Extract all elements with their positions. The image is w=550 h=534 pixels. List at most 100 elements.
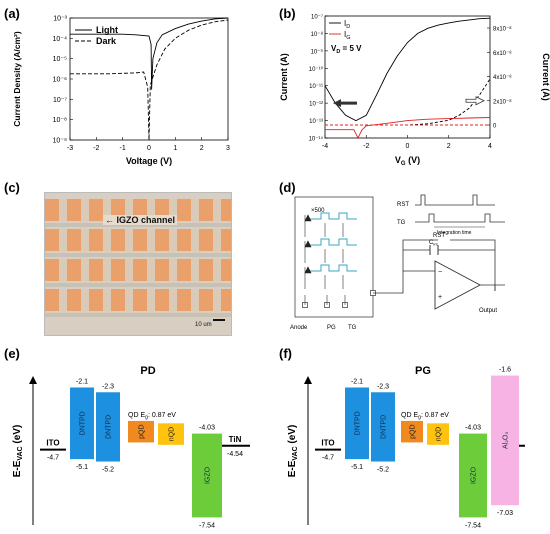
layer-label: pQD: [139, 424, 146, 438]
y-tick-label: 10⁻¹¹: [309, 84, 323, 90]
electrode-label: ITO: [46, 439, 59, 448]
panel-d-circuit: (d) ×500 RST TG Integration time RST Cin…: [279, 180, 505, 331]
layer-nqd: [427, 423, 449, 445]
series-line-1: [325, 117, 491, 140]
pg-label: PG: [327, 325, 336, 331]
scale-bar: [213, 319, 225, 321]
panel-b-chart: (b) -4 -2 0 2 4 10⁻¹⁴ 10⁻¹³ 10⁻¹² 10⁻¹¹ 10⁻¹⁰ 10⁻⁹…: [279, 6, 550, 167]
y-tick-label: 10⁻¹⁴: [309, 136, 324, 143]
photodiode-icon: [304, 266, 312, 274]
layer-pqd: [128, 420, 154, 443]
y-tick-label: 10⁻⁷: [311, 14, 323, 21]
panel-e-chart: (e) PD E-EVAC (eV) ITO -4.7 TiN -4.54 DNTPD -2.…: [4, 346, 250, 529]
opamp: [434, 260, 481, 310]
pixel-array-box: [294, 196, 374, 318]
panel-label-d: (d): [279, 180, 296, 195]
legend-label: Dark: [96, 36, 117, 46]
y-tick-label: 10⁻¹⁰: [309, 66, 324, 73]
legend-label: Light: [96, 25, 118, 35]
panel-c-label: (c): [4, 180, 20, 195]
y-axis-label: E-EVAC (eV): [287, 425, 299, 478]
energy-axis-arrowhead: [29, 376, 37, 384]
y-tick-label: 10⁻⁹: [53, 138, 67, 145]
y-tick-label: 10⁻³: [53, 16, 67, 23]
layer-bottom-value: -7.54: [465, 522, 481, 529]
micrograph-image: ← IGZO channel 10 um: [44, 192, 232, 336]
layer-pqd: [401, 420, 423, 443]
x-tick-label: 1: [173, 145, 177, 152]
layer-bottom-value: -7.03: [497, 510, 513, 517]
layer-label: Al₂O₃: [503, 432, 510, 449]
y-axis-label: E-EVAC (eV): [12, 425, 24, 478]
x-tick-label: -2: [93, 145, 99, 152]
y2-tick-label: 4x10⁻⁸: [493, 74, 512, 81]
y2-tick-label: 2x10⁻⁸: [493, 98, 512, 105]
layer-top-value: -4.03: [465, 425, 481, 432]
rst-switch-label: RST: [433, 233, 445, 239]
pixel-cell: [304, 212, 357, 237]
layer-label: DNTPD: [381, 415, 388, 439]
layer-top-value: -2.3: [102, 383, 114, 390]
x-axis-label: VG (V): [395, 155, 420, 167]
layer-igzo: [192, 433, 222, 518]
y-tick-label: 10⁻⁴: [53, 36, 68, 43]
x-tick-label: -4: [322, 143, 328, 150]
layer-alo: [491, 375, 519, 506]
y2-tick-label: 8x10⁻⁸: [493, 26, 512, 33]
pixel-cell: [304, 238, 357, 263]
layer-label: DNTPD: [106, 415, 113, 439]
layer-label: IGZO: [205, 466, 212, 484]
transistor-trace: [311, 212, 357, 220]
y-axis-label-right: Current (A): [541, 53, 550, 101]
photodiode-icon: [304, 214, 312, 222]
bus-trace: [304, 241, 344, 263]
opamp-plus: +: [438, 294, 442, 301]
integration-time-label: Integration time: [437, 230, 472, 236]
terminal-lines: [304, 295, 346, 305]
layer-label: nQD: [169, 427, 176, 441]
left-axis-arrow: [333, 99, 357, 108]
layer-bottom-value: -5.2: [102, 467, 114, 474]
x-tick-label: -1: [120, 145, 126, 152]
scale-bar-label: 10 um: [195, 322, 212, 328]
series-line-dark: [70, 19, 229, 141]
pixel-cell: [304, 264, 357, 289]
x-tick-label: 3: [226, 145, 230, 152]
layer-bottom-value: -5.2: [377, 467, 389, 474]
panel-label-a: (a): [4, 6, 20, 21]
anode-label: Anode: [290, 325, 308, 331]
series-line-0: [324, 17, 491, 122]
panel-label-b: (b): [279, 6, 296, 21]
y-tick-label: 10⁻⁹: [311, 48, 324, 55]
x-tick-label: 2: [447, 143, 451, 150]
bus-line: [373, 270, 435, 294]
panel-label-e: (e): [4, 346, 20, 361]
panel-label-c: (c): [4, 180, 20, 195]
transistor-trace: [311, 264, 357, 272]
qd-bandgap-annotation: QD Eg: 0.87 eV: [128, 412, 176, 421]
x-tick-label: -2: [363, 143, 369, 150]
output-label: Output: [479, 308, 497, 314]
y-axis-label-left: Current (A): [279, 53, 289, 101]
right-axis-arrow: [465, 96, 485, 106]
tg-timing-label: TG: [397, 220, 406, 226]
layer-label: DNTPD: [355, 411, 362, 435]
x-axis-label: Voltage (V): [126, 156, 172, 166]
vd-annotation: VD = 5 V: [331, 44, 362, 55]
capacitor: [429, 245, 439, 255]
layer-label: nQD: [436, 427, 443, 441]
y-tick-label: 10⁻⁵: [53, 56, 67, 63]
layer-bottom-value: -7.54: [199, 522, 215, 529]
legend-label-ig: IG: [344, 30, 351, 41]
series-line-light: [70, 17, 229, 90]
layer-dntpd: [371, 392, 395, 462]
y-tick-label: 10⁻⁸: [53, 117, 67, 124]
panel-label-f: (f): [279, 346, 292, 361]
x-tick-label: 0: [147, 145, 151, 152]
tg-label: TG: [348, 325, 357, 331]
electrode-label: TiN: [229, 435, 242, 444]
electrode-value: -4.54: [227, 451, 243, 458]
layer-label: DNTPD: [80, 411, 87, 435]
y2-tick-label: 0: [493, 124, 497, 130]
electrode-value: -4.7: [47, 455, 59, 462]
